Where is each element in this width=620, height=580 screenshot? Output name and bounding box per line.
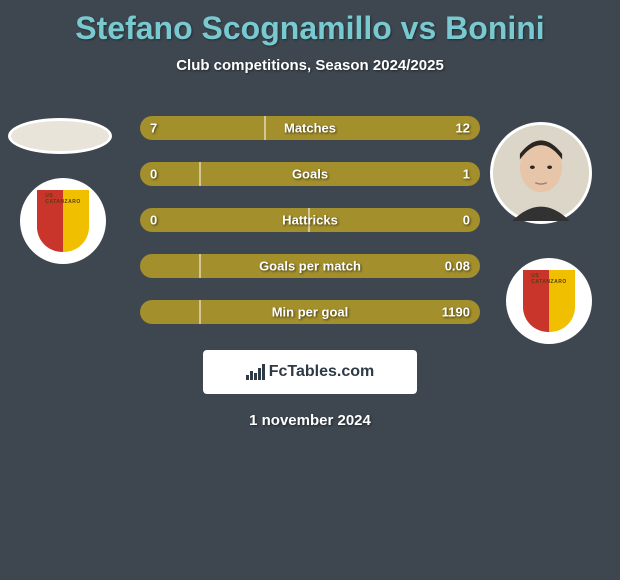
stat-label: Goals <box>292 167 328 182</box>
stat-value-right: 1 <box>463 167 470 182</box>
stat-value-left: 0 <box>150 213 157 228</box>
stat-row: 0 Goals 1 <box>140 162 480 186</box>
stat-label: Goals per match <box>259 259 361 274</box>
stat-row: 0 Hattricks 0 <box>140 208 480 232</box>
player-right-avatar <box>490 122 592 224</box>
subtitle: Club competitions, Season 2024/2025 <box>176 57 444 74</box>
stat-value-right: 0.08 <box>445 259 470 274</box>
stat-value-right: 12 <box>456 121 470 136</box>
face-icon <box>493 125 589 221</box>
stat-label: Matches <box>284 121 336 136</box>
chart-icon <box>246 364 265 380</box>
stat-row: Goals per match 0.08 <box>140 254 480 278</box>
stat-label: Min per goal <box>272 305 349 320</box>
player-right-crest: US CATANZARO <box>506 258 592 344</box>
stat-value-left: 0 <box>150 167 157 182</box>
stat-value-right: 0 <box>463 213 470 228</box>
player-left-crest: US CATANZARO <box>20 178 106 264</box>
attribution-badge: FcTables.com <box>203 350 417 394</box>
bar-left <box>140 300 201 324</box>
bar-left <box>140 254 201 278</box>
stat-row: 7 Matches 12 <box>140 116 480 140</box>
stat-label: Hattricks <box>282 213 338 228</box>
bar-left <box>140 116 266 140</box>
stat-row: Min per goal 1190 <box>140 300 480 324</box>
crest-label: US CATANZARO <box>531 273 566 285</box>
date-label: 1 november 2024 <box>249 412 371 429</box>
stat-value-right: 1190 <box>442 305 470 320</box>
bar-right <box>201 162 480 186</box>
page-title: Stefano Scognamillo vs Bonini <box>75 10 544 47</box>
player-left-avatar <box>8 118 112 154</box>
comparison-card: Stefano Scognamillo vs Bonini Club compe… <box>0 0 620 580</box>
crest-label: US CATANZARO <box>45 193 80 205</box>
attribution-text: FcTables.com <box>269 363 375 381</box>
stat-value-left: 7 <box>150 121 157 136</box>
stat-rows: 7 Matches 12 0 Goals 1 0 Hattricks 0 Goa… <box>140 116 480 324</box>
